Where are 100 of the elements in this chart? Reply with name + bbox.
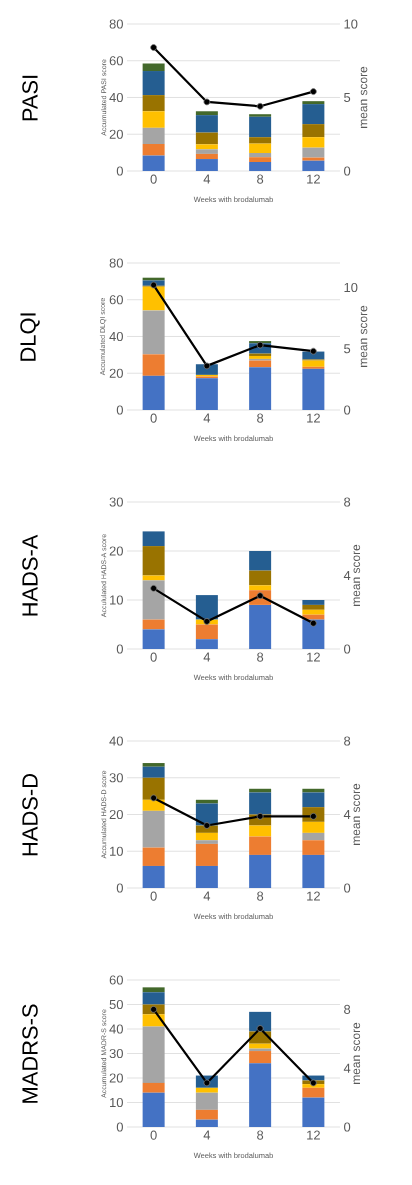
bar bbox=[302, 360, 325, 367]
bar bbox=[249, 1063, 272, 1127]
bar bbox=[195, 115, 218, 133]
y2-axis-title: mean score bbox=[353, 544, 361, 606]
y2-axis-title: mean score bbox=[360, 305, 368, 367]
y-tick-label: 10 bbox=[110, 1097, 123, 1108]
bar bbox=[302, 832, 325, 841]
bar bbox=[249, 570, 272, 586]
text: HADS-D bbox=[22, 774, 38, 856]
bar bbox=[249, 604, 272, 649]
point bbox=[150, 44, 158, 51]
y2-tick-label: 8 bbox=[344, 497, 351, 507]
y-tick-label: 0 bbox=[116, 644, 123, 654]
text: MADRS-S bbox=[22, 1004, 38, 1103]
y-tick-label: 40 bbox=[109, 92, 123, 103]
bar bbox=[142, 766, 165, 778]
bar bbox=[302, 840, 325, 855]
bar bbox=[195, 153, 218, 160]
y2-tick-label: 10 bbox=[344, 282, 358, 293]
y-tick-label: 80 bbox=[109, 258, 123, 268]
bar bbox=[142, 1082, 165, 1093]
bar bbox=[249, 116, 272, 138]
x-tick-label: 0 bbox=[150, 652, 157, 662]
bar bbox=[142, 992, 165, 1005]
bar bbox=[249, 854, 272, 888]
bar bbox=[142, 155, 165, 171]
bar bbox=[302, 157, 325, 161]
bar bbox=[195, 1087, 218, 1093]
y-tick-label: 10 bbox=[110, 846, 123, 856]
y-tick-label: 60 bbox=[109, 975, 123, 985]
y2-tick-label: 8 bbox=[344, 1004, 351, 1014]
text: PASI bbox=[22, 75, 38, 121]
bar bbox=[142, 575, 165, 581]
y-tick-label: 80 bbox=[109, 19, 123, 29]
point bbox=[256, 1025, 264, 1032]
y2-tick-label: 5 bbox=[344, 344, 351, 354]
y2-tick-label: 0 bbox=[344, 1122, 351, 1132]
y2-tick-label: 5 bbox=[344, 92, 351, 102]
y-tick-label: 20 bbox=[109, 546, 123, 556]
y-tick-label: 40 bbox=[109, 1024, 123, 1034]
point bbox=[150, 584, 158, 592]
bar bbox=[249, 836, 272, 855]
bar bbox=[142, 629, 165, 649]
bar bbox=[195, 639, 218, 649]
x-tick-label: 4 bbox=[203, 413, 211, 423]
bar bbox=[142, 310, 165, 355]
bar bbox=[302, 854, 325, 888]
x-tick-label: 0 bbox=[150, 1130, 157, 1140]
y-tick-label: 50 bbox=[109, 999, 123, 1010]
y-tick-label: 40 bbox=[109, 331, 123, 342]
bar bbox=[195, 132, 218, 145]
bar bbox=[249, 585, 272, 591]
x-tick-label: 4 bbox=[203, 174, 211, 184]
y2-tick-label: 0 bbox=[344, 405, 351, 415]
y2-tick-label: 10 bbox=[344, 19, 358, 29]
y-tick-label: 0 bbox=[116, 405, 123, 415]
bar bbox=[195, 832, 218, 841]
y-tick-label: 60 bbox=[109, 295, 123, 305]
y-tick-label: 20 bbox=[109, 368, 123, 378]
bar bbox=[302, 366, 325, 369]
bar bbox=[249, 143, 272, 153]
bar bbox=[142, 354, 165, 376]
y2-tick-label: 0 bbox=[344, 166, 351, 176]
y-tick-label: 10 bbox=[110, 595, 123, 605]
bar bbox=[142, 127, 165, 144]
bar bbox=[142, 987, 165, 993]
bar bbox=[302, 604, 325, 610]
y-tick-label: 20 bbox=[109, 809, 123, 820]
bar bbox=[142, 810, 165, 848]
x-tick-label: 12 bbox=[307, 891, 320, 901]
y-tick-label: 0 bbox=[116, 166, 123, 176]
bar bbox=[302, 1087, 325, 1098]
bar bbox=[142, 531, 165, 547]
bar bbox=[302, 599, 325, 605]
x-tick-label: 0 bbox=[150, 174, 157, 184]
y2-tick-label: 4 bbox=[343, 1063, 351, 1073]
y2-axis-title: mean score bbox=[360, 66, 368, 128]
bar bbox=[249, 792, 272, 815]
bar bbox=[142, 375, 165, 410]
bar bbox=[302, 821, 325, 833]
bar bbox=[302, 104, 325, 125]
y-tick-label: 40 bbox=[109, 736, 123, 746]
x-tick-label: 12 bbox=[307, 413, 320, 423]
bar bbox=[195, 378, 218, 410]
point bbox=[203, 98, 211, 106]
y2-tick-label: 4 bbox=[343, 810, 351, 819]
bar bbox=[195, 1119, 218, 1127]
bar bbox=[195, 159, 218, 171]
bar bbox=[302, 137, 325, 148]
bar bbox=[195, 144, 218, 150]
bar bbox=[142, 111, 165, 128]
bar bbox=[195, 624, 218, 640]
bar bbox=[249, 1043, 272, 1049]
y2-tick-label: 0 bbox=[344, 644, 351, 654]
bar bbox=[142, 63, 165, 72]
bar bbox=[249, 161, 272, 171]
x-tick-label: 8 bbox=[257, 1130, 264, 1140]
bar bbox=[142, 71, 165, 96]
y-tick-label: 30 bbox=[109, 497, 123, 507]
point bbox=[309, 88, 317, 95]
